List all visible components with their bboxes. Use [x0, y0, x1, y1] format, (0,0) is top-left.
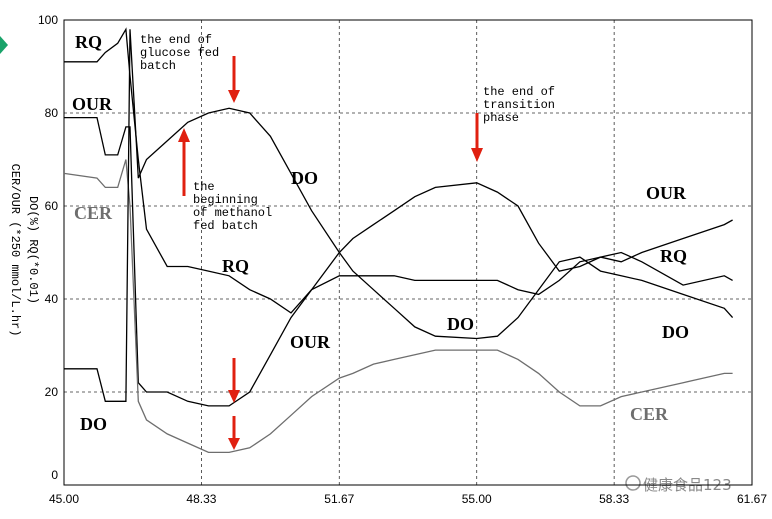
x-tick-label: 48.33	[186, 492, 216, 506]
series-label: RQ	[660, 246, 687, 266]
series-line	[64, 27, 733, 314]
watermark-icon	[625, 475, 641, 491]
y-axis-label: DO(%) RQ(*0.01)	[26, 196, 40, 304]
annotation: phase	[483, 111, 519, 125]
series-label: CER	[630, 404, 669, 424]
series-label: DO	[447, 314, 474, 334]
series-label: OUR	[72, 94, 113, 114]
series-label: DO	[80, 414, 107, 434]
red-arrows	[178, 56, 483, 450]
series-label: RQ	[222, 256, 249, 276]
annotation: beginning	[193, 193, 258, 207]
series-label: OUR	[646, 183, 687, 203]
series-label: DO	[662, 322, 689, 342]
arrow-head	[228, 438, 240, 450]
annotation: the end of	[483, 85, 555, 99]
x-tick-label: 55.00	[462, 492, 492, 506]
series-line	[64, 116, 733, 407]
x-tick-label: 45.00	[49, 492, 79, 506]
y-tick-label: 40	[45, 292, 59, 306]
series-line	[63, 159, 733, 454]
series-label: OUR	[290, 332, 331, 352]
edge-arrow	[0, 36, 8, 54]
x-tick-label: 51.67	[324, 492, 354, 506]
arrow-head	[471, 148, 483, 162]
x-tick-label: 58.33	[599, 492, 629, 506]
annotation: fed batch	[193, 219, 258, 233]
y-tick-label: 60	[45, 199, 59, 213]
y-tick-label: 100	[38, 13, 58, 27]
y-tick-label: 80	[45, 106, 59, 120]
series-line	[64, 29, 734, 402]
series-label: CER	[74, 203, 113, 223]
series-label: RQ	[75, 32, 102, 52]
series-label: DO	[291, 168, 318, 188]
annotation: transition	[483, 98, 555, 112]
x-tick-label: 61.67	[737, 492, 767, 506]
annotation: the	[193, 180, 215, 194]
annotation: batch	[140, 59, 176, 73]
y-tick-label: 20	[45, 385, 59, 399]
y-axis-label: CER/OUR (*250 mmol/L.hr)	[8, 164, 22, 337]
annotation: the end of	[140, 33, 212, 47]
arrow-head	[228, 390, 240, 403]
y-tick-label: 0	[51, 468, 58, 482]
annotation: of methanol	[193, 206, 272, 220]
arrow-head	[178, 128, 190, 142]
arrow-head	[228, 90, 240, 103]
annotation: glucose fed	[140, 46, 219, 60]
plot-frame	[63, 19, 753, 486]
